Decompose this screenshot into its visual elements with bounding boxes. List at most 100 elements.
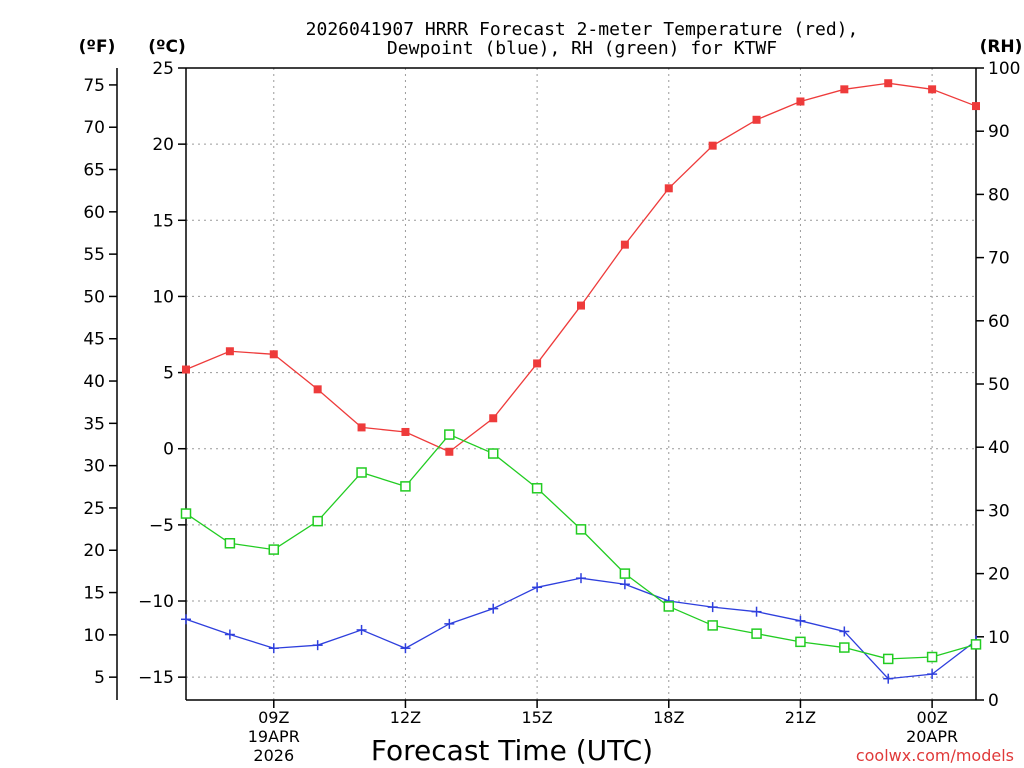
dewpoint-point bbox=[619, 579, 630, 590]
celsius-tick-label: −15 bbox=[138, 668, 174, 688]
rh-point bbox=[356, 467, 367, 478]
temperature-point bbox=[972, 102, 980, 111]
fahrenheit-tick-label: 55 bbox=[83, 245, 105, 265]
rh-tick-label: 20 bbox=[988, 565, 1010, 585]
rh-tick-label: 70 bbox=[988, 249, 1010, 269]
temperature-point bbox=[708, 141, 717, 150]
rh-point bbox=[444, 429, 455, 440]
dewpoint-line bbox=[185, 577, 977, 680]
dewpoint-point bbox=[400, 643, 411, 654]
dewpoint-point bbox=[795, 615, 806, 626]
fahrenheit-tick-label: 35 bbox=[83, 414, 105, 434]
rh-point bbox=[575, 524, 587, 535]
dewpoint-point bbox=[532, 582, 543, 593]
temperature-point bbox=[796, 97, 805, 106]
fahrenheit-tick-label: 20 bbox=[83, 541, 105, 561]
rh-point bbox=[663, 601, 675, 612]
chart-title-line-1: 2026041907 HRRR Forecast 2-meter Tempera… bbox=[306, 19, 859, 40]
x-tick-date-label: 19APR bbox=[248, 727, 300, 746]
x-tick-year-label: 2026 bbox=[253, 746, 294, 765]
dewpoint-point bbox=[576, 573, 586, 584]
temperature-point bbox=[884, 79, 893, 88]
celsius-tick-label: 0 bbox=[163, 440, 174, 460]
dewpoint-point bbox=[751, 606, 762, 617]
temperature-point bbox=[313, 385, 322, 394]
temperature-point bbox=[269, 350, 278, 359]
x-tick-date-label: 20APR bbox=[906, 727, 958, 746]
dewpoint-point bbox=[839, 626, 850, 637]
dewpoint-point bbox=[444, 618, 455, 629]
temperature-point bbox=[489, 414, 498, 423]
temperature-point bbox=[401, 427, 410, 436]
rh-point bbox=[707, 620, 718, 631]
fahrenheit-tick-label: 15 bbox=[83, 584, 105, 604]
rh-point bbox=[839, 642, 850, 653]
rh-point bbox=[882, 653, 894, 665]
temperature-point bbox=[533, 359, 542, 368]
axes: 2520151050−5−10−157570656055504540353025… bbox=[83, 59, 1020, 765]
fahrenheit-tick-label: 75 bbox=[83, 76, 105, 96]
celsius-tick-label: 10 bbox=[152, 287, 174, 307]
dewpoint-point bbox=[224, 629, 235, 640]
fahrenheit-axis-label: (ºF) bbox=[79, 37, 116, 57]
celsius-tick-label: 25 bbox=[152, 59, 174, 79]
rh-tick-label: 40 bbox=[988, 438, 1010, 458]
fahrenheit-tick-label: 70 bbox=[83, 118, 105, 138]
celsius-tick-label: 15 bbox=[152, 211, 174, 231]
fahrenheit-tick-label: 65 bbox=[83, 161, 105, 181]
grid-lines bbox=[186, 67, 976, 700]
x-tick-label: 12Z bbox=[390, 708, 421, 727]
rh-tick-label: 10 bbox=[988, 628, 1010, 648]
temperature-line bbox=[185, 82, 977, 453]
dewpoint-point bbox=[488, 603, 499, 614]
x-axis-title: Forecast Time (UTC) bbox=[371, 734, 653, 767]
fahrenheit-tick-label: 10 bbox=[83, 626, 105, 646]
credit-text: coolwx.com/models bbox=[856, 746, 1014, 765]
x-tick-label: 00Z bbox=[916, 708, 947, 727]
fahrenheit-tick-label: 45 bbox=[83, 330, 105, 350]
rh-point bbox=[224, 538, 236, 549]
rh-tick-label: 30 bbox=[988, 501, 1010, 521]
dewpoint-point bbox=[927, 669, 938, 680]
series bbox=[180, 79, 982, 684]
rh-axis-label: (RH) bbox=[980, 37, 1023, 57]
temperature-point bbox=[840, 85, 849, 94]
temperature-point bbox=[752, 115, 761, 124]
temperature-point bbox=[928, 85, 937, 94]
rh-point bbox=[487, 448, 499, 459]
dewpoint-point bbox=[312, 640, 323, 651]
rh-point bbox=[970, 639, 982, 650]
dewpoint-point bbox=[883, 673, 894, 684]
temperature-point bbox=[620, 240, 629, 249]
rh-point bbox=[312, 515, 323, 527]
x-tick-label: 09Z bbox=[258, 708, 289, 727]
celsius-tick-label: −5 bbox=[149, 516, 174, 536]
fahrenheit-tick-label: 40 bbox=[83, 372, 105, 392]
rh-point bbox=[180, 508, 192, 519]
rh-tick-label: 60 bbox=[988, 312, 1010, 332]
rh-tick-label: 0 bbox=[988, 691, 999, 711]
dewpoint-point bbox=[356, 624, 367, 635]
fahrenheit-tick-label: 30 bbox=[83, 457, 105, 477]
fahrenheit-tick-label: 5 bbox=[94, 668, 105, 688]
celsius-tick-label: 20 bbox=[152, 135, 174, 155]
rh-point bbox=[926, 651, 938, 663]
celsius-tick-label: 5 bbox=[163, 364, 174, 384]
dewpoint-point bbox=[181, 614, 191, 625]
temperature-point bbox=[182, 365, 190, 374]
rh-point bbox=[400, 481, 411, 492]
rh-point bbox=[619, 568, 631, 579]
temperature-point bbox=[664, 184, 673, 193]
temperature-point bbox=[445, 447, 454, 456]
rh-tick-label: 50 bbox=[988, 375, 1010, 395]
dewpoint-point bbox=[268, 643, 279, 654]
rh-point bbox=[795, 636, 806, 648]
x-tick-label: 18Z bbox=[653, 708, 684, 727]
temperature-point bbox=[357, 423, 366, 432]
chart-title-line-2: Dewpoint (blue), RH (green) for KTWF bbox=[387, 38, 777, 59]
rh-point bbox=[531, 483, 543, 494]
rh-line bbox=[185, 433, 977, 660]
dewpoint-point bbox=[707, 602, 718, 613]
rh-tick-label: 90 bbox=[988, 122, 1010, 142]
rh-tick-label: 80 bbox=[988, 185, 1010, 205]
